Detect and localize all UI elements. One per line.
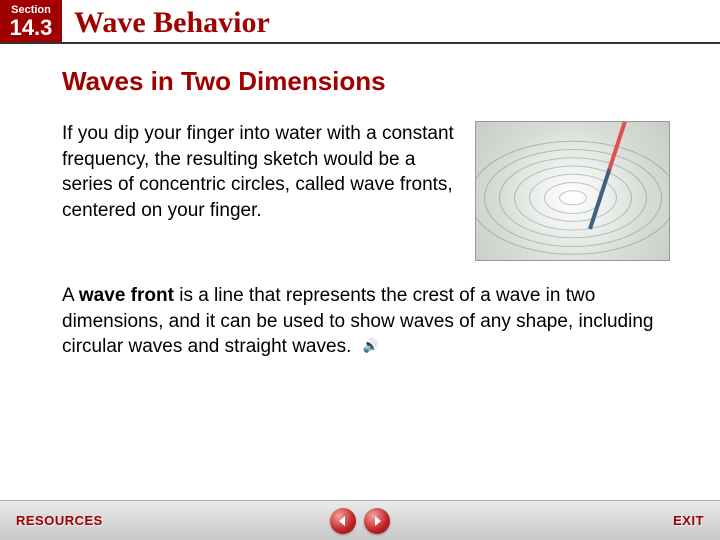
section-number: 14.3 bbox=[8, 16, 54, 40]
paragraph-2: A wave front is a line that represents t… bbox=[62, 283, 670, 360]
audio-icon[interactable] bbox=[363, 340, 381, 354]
resources-button[interactable]: RESOURCES bbox=[16, 513, 103, 528]
nav-arrows bbox=[330, 508, 390, 534]
slide-content: Waves in Two Dimensions If you dip your … bbox=[0, 44, 720, 360]
prev-button[interactable] bbox=[330, 508, 356, 534]
para2-bold: wave front bbox=[79, 285, 174, 306]
next-button[interactable] bbox=[364, 508, 390, 534]
paragraph-1: If you dip your finger into water with a… bbox=[62, 121, 455, 261]
chapter-title: Wave Behavior bbox=[62, 0, 270, 42]
header-bar: Section 14.3 Wave Behavior bbox=[0, 0, 720, 44]
wave-ripples-image bbox=[475, 121, 670, 261]
para2-pre: A bbox=[62, 285, 79, 306]
section-badge: Section 14.3 bbox=[0, 0, 62, 42]
content-row: If you dip your finger into water with a… bbox=[62, 121, 670, 261]
slide-title: Waves in Two Dimensions bbox=[62, 66, 670, 97]
exit-button[interactable]: EXIT bbox=[673, 513, 704, 528]
footer-bar: RESOURCES EXIT bbox=[0, 500, 720, 540]
